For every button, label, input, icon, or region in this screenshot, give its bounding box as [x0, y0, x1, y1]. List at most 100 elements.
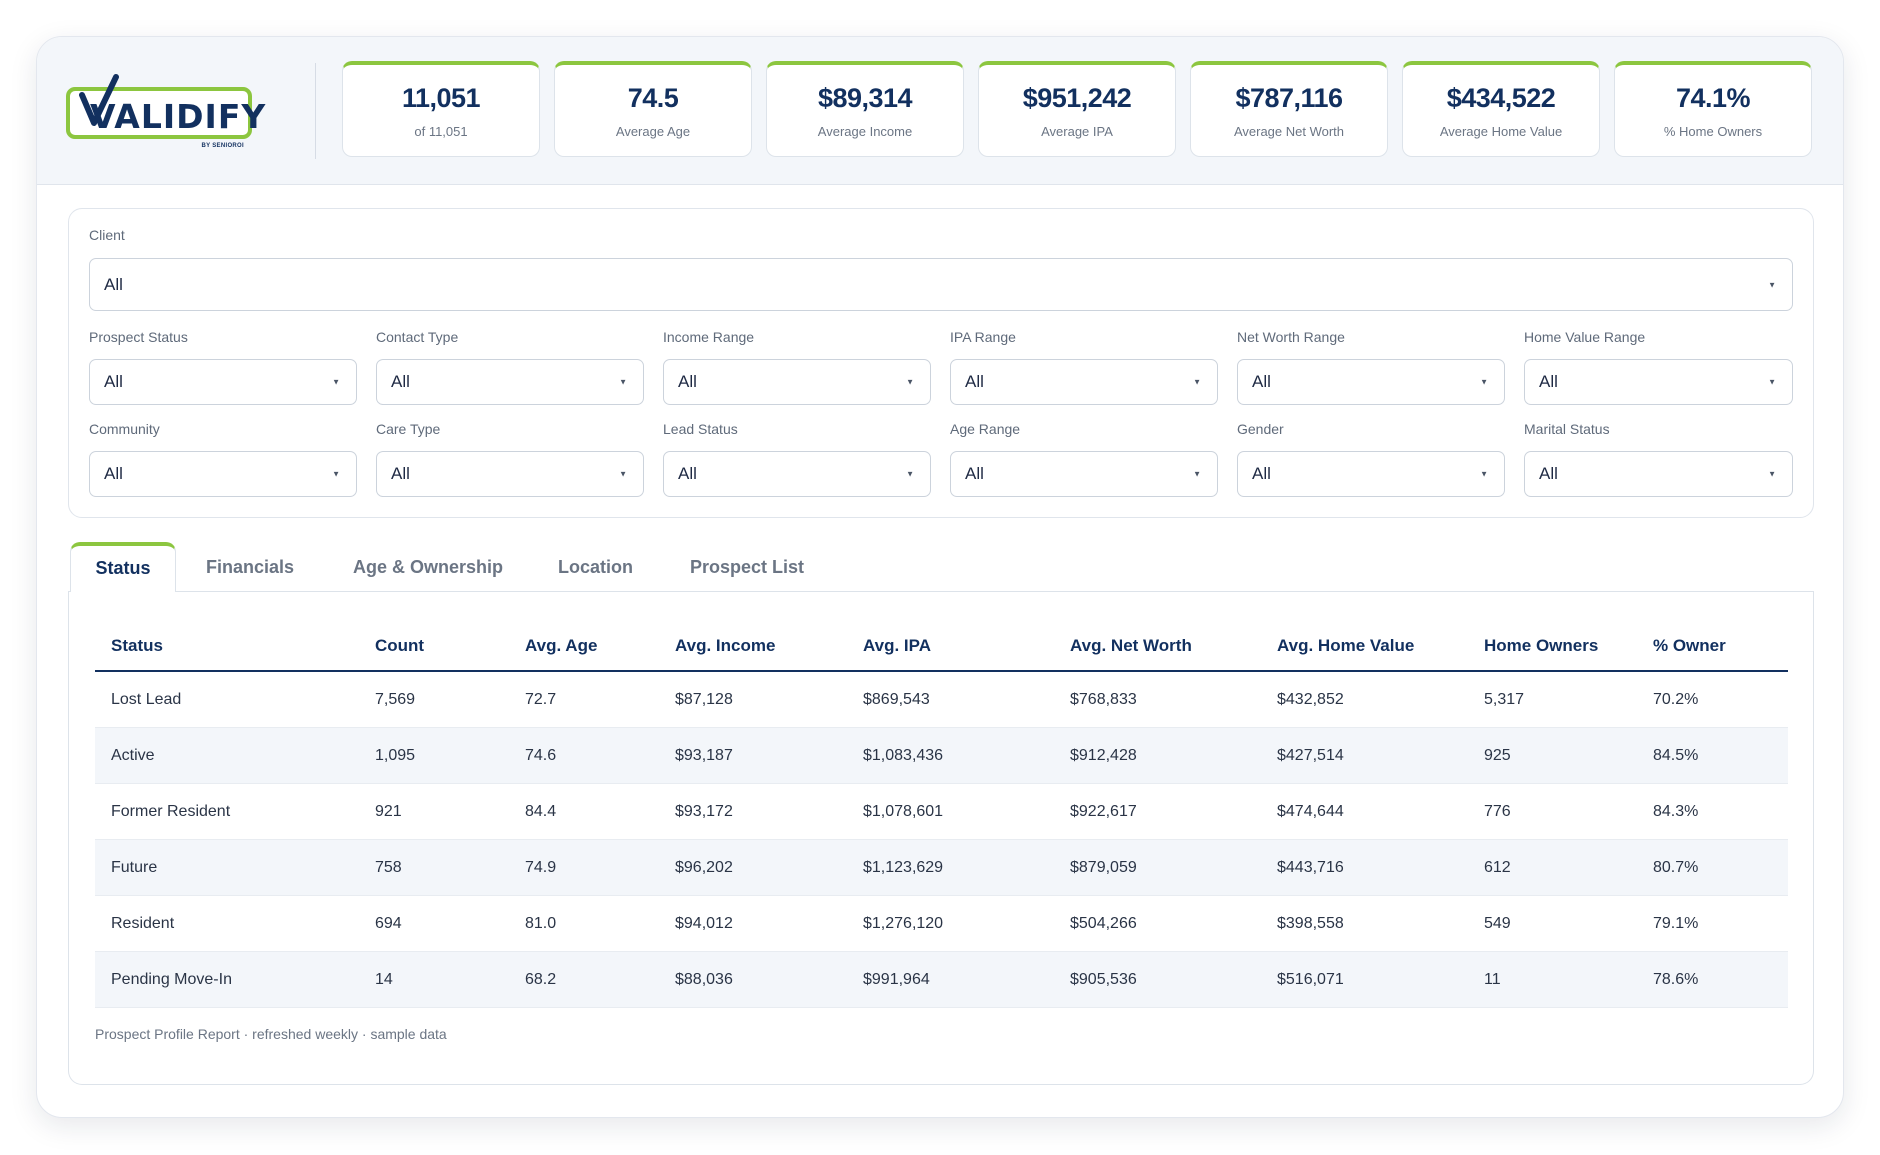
community-select[interactable]: All ▼: [89, 451, 357, 497]
kpi-value: 74.1%: [1675, 83, 1751, 113]
kpi-label: Average Home Value: [1439, 124, 1563, 139]
cell-avg-ipa: $1,276,120: [863, 914, 944, 932]
net-worth-range-label: Net Worth Range: [1237, 329, 1345, 345]
cell-home-owners: 5,317: [1484, 690, 1525, 708]
cell-home-owners: 11: [1484, 970, 1501, 988]
table-row[interactable]: Lost Lead 7,569 72.7 $87,128 $869,543 $7…: [95, 672, 1788, 728]
logo-text: VALIDIFY: [90, 97, 267, 136]
column-header-status[interactable]: Status: [111, 636, 163, 655]
select-value: All: [104, 372, 123, 391]
cell-avg-age: 81.0: [525, 914, 557, 932]
cell-status: Former Resident: [111, 802, 231, 820]
kpi-value: $787,116: [1235, 83, 1343, 113]
cell-home-owners: 925: [1484, 746, 1511, 764]
ipa-range-select[interactable]: All ▼: [950, 359, 1218, 405]
kpi-label: Average Net Worth: [1233, 124, 1345, 139]
gender-label: Gender: [1237, 421, 1284, 437]
marital-status-select[interactable]: All ▼: [1524, 451, 1793, 497]
age-range-select[interactable]: All ▼: [950, 451, 1218, 497]
kpi-value: $951,242: [1022, 83, 1132, 113]
tab-status[interactable]: Status: [70, 542, 176, 593]
cell-avg-net-worth: $922,617: [1070, 802, 1137, 820]
tab-location[interactable]: Location: [558, 557, 633, 577]
client-label: Client: [89, 227, 125, 243]
cell-avg-net-worth: $912,428: [1070, 746, 1137, 764]
cell-pct-owner: 84.3%: [1653, 802, 1699, 820]
report-footnote: Prospect Profile Report · refreshed week…: [95, 1026, 447, 1042]
chevron-down-icon: ▼: [1193, 377, 1201, 387]
chevron-down-icon: ▼: [1768, 469, 1776, 479]
cell-avg-age: 72.7: [525, 690, 557, 708]
chevron-down-icon: ▼: [1193, 469, 1201, 479]
kpi-strip: 11,051 of 11,051 74.5 Average Age $89,31…: [342, 61, 1812, 157]
column-header-home-owners[interactable]: Home Owners: [1484, 636, 1599, 655]
client-select[interactable]: All ▼: [89, 258, 1793, 311]
select-value: All: [104, 464, 123, 483]
kpi-card-average-age: 74.5 Average Age: [554, 61, 752, 157]
tab-financials[interactable]: Financials: [206, 557, 295, 577]
table-row[interactable]: Active 1,095 74.6 $93,187 $1,083,436 $91…: [95, 728, 1788, 784]
kpi-card-average-home-value: $434,522 Average Home Value: [1402, 61, 1600, 157]
column-header-avg-ipa[interactable]: Avg. IPA: [863, 636, 932, 655]
chevron-down-icon: ▼: [619, 469, 627, 479]
logo-subtext: BY SENIOROI: [201, 143, 244, 149]
chevron-down-icon: ▼: [1768, 377, 1776, 387]
column-header-avg-age[interactable]: Avg. Age: [525, 636, 598, 655]
cell-count: 694: [375, 914, 402, 932]
care-type-label: Care Type: [376, 421, 441, 437]
contact-type-label: Contact Type: [376, 329, 459, 345]
net-worth-range-select[interactable]: All ▼: [1237, 359, 1505, 405]
home-value-range-select[interactable]: All ▼: [1524, 359, 1793, 405]
column-header-avg-net-worth[interactable]: Avg. Net Worth: [1070, 636, 1192, 655]
kpi-card-home-owners: 74.1% % Home Owners: [1614, 61, 1812, 157]
header-divider: [315, 63, 316, 159]
column-header-avg-income[interactable]: Avg. Income: [675, 636, 776, 655]
care-type-select[interactable]: All ▼: [376, 451, 644, 497]
kpi-card-count: 11,051 of 11,051: [342, 61, 540, 157]
cell-count: 1,095: [375, 746, 416, 764]
kpi-label: % Home Owners: [1663, 124, 1763, 139]
chevron-down-icon: ▼: [332, 469, 340, 479]
table-row[interactable]: Former Resident 921 84.4 $93,172 $1,078,…: [95, 784, 1788, 840]
kpi-value: 74.5: [627, 83, 679, 113]
column-header-pct-owner[interactable]: % Owner: [1653, 636, 1726, 655]
prospect-status-label: Prospect Status: [89, 329, 188, 345]
column-header-count[interactable]: Count: [375, 636, 425, 655]
cell-avg-income: $93,172: [675, 802, 733, 820]
column-header-avg-home-value[interactable]: Avg. Home Value: [1277, 636, 1415, 655]
table-row[interactable]: Pending Move-In 14 68.2 $88,036 $991,964…: [95, 952, 1788, 1008]
cell-count: 7,569: [375, 690, 416, 708]
cell-avg-income: $93,187: [675, 746, 733, 764]
select-value: All: [1539, 464, 1558, 483]
select-value: All: [1539, 372, 1558, 391]
status-table-panel: Status Count Avg. Age Avg. Income Avg. I…: [68, 592, 1814, 1085]
income-range-label: Income Range: [663, 329, 755, 345]
cell-status: Active: [111, 746, 155, 764]
cell-avg-home-value: $443,716: [1277, 858, 1344, 876]
tab-prospect-list[interactable]: Prospect List: [690, 557, 805, 577]
cell-home-owners: 612: [1484, 858, 1511, 876]
chevron-down-icon: ▼: [1768, 280, 1776, 289]
cell-avg-ipa: $869,543: [863, 690, 930, 708]
chevron-down-icon: ▼: [906, 469, 914, 479]
table-row[interactable]: Resident 694 81.0 $94,012 $1,276,120 $50…: [95, 896, 1788, 952]
cell-home-owners: 776: [1484, 802, 1511, 820]
income-range-select[interactable]: All ▼: [663, 359, 931, 405]
cell-avg-ipa: $1,123,629: [863, 858, 944, 876]
cell-avg-home-value: $516,071: [1277, 970, 1344, 988]
validify-logo: VALIDIFY BY SENIOROI: [66, 74, 265, 161]
lead-status-select[interactable]: All ▼: [663, 451, 931, 497]
lead-status-label: Lead Status: [663, 421, 738, 437]
tab-age-ownership[interactable]: Age & Ownership: [353, 557, 504, 577]
table-row[interactable]: Future 758 74.9 $96,202 $1,123,629 $879,…: [95, 840, 1788, 896]
kpi-value: $89,314: [817, 83, 913, 113]
chevron-down-icon: ▼: [906, 377, 914, 387]
filter-panel: Client All ▼ Prospect Status All ▼ Conta…: [68, 208, 1814, 518]
tab-bar: Status Financials Age & Ownership Locati…: [68, 542, 1814, 593]
gender-select[interactable]: All ▼: [1237, 451, 1505, 497]
prospect-status-select[interactable]: All ▼: [89, 359, 357, 405]
cell-avg-ipa: $1,083,436: [863, 746, 944, 764]
cell-avg-net-worth: $768,833: [1070, 690, 1137, 708]
select-value: All: [965, 372, 984, 391]
contact-type-select[interactable]: All ▼: [376, 359, 644, 405]
